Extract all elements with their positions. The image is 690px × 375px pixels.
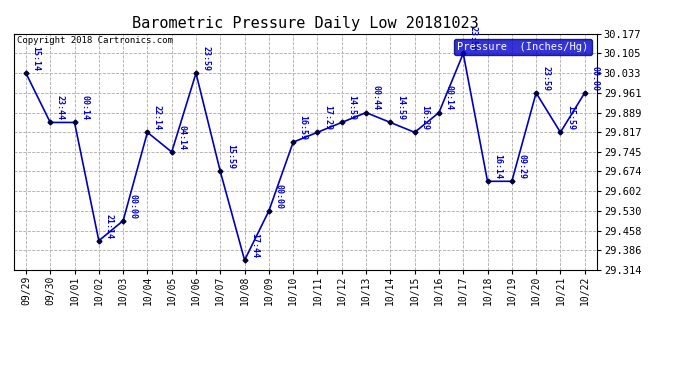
Text: 15:59: 15:59 bbox=[226, 144, 235, 169]
Text: 00:00: 00:00 bbox=[590, 66, 599, 91]
Text: 00:14: 00:14 bbox=[80, 95, 89, 120]
Text: 22:14: 22:14 bbox=[153, 105, 162, 130]
Text: 15:59: 15:59 bbox=[566, 105, 575, 130]
Text: 16:29: 16:29 bbox=[420, 105, 429, 130]
Text: 04:14: 04:14 bbox=[177, 125, 186, 150]
Text: 00:00: 00:00 bbox=[275, 184, 284, 209]
Text: 15:14: 15:14 bbox=[32, 46, 41, 71]
Legend: Pressure  (Inches/Hg): Pressure (Inches/Hg) bbox=[454, 39, 591, 55]
Text: 14:59: 14:59 bbox=[347, 95, 356, 120]
Text: 16:59: 16:59 bbox=[299, 115, 308, 140]
Text: 23:59: 23:59 bbox=[542, 66, 551, 91]
Text: 21:14: 21:14 bbox=[104, 213, 113, 238]
Text: 23:44: 23:44 bbox=[56, 95, 65, 120]
Text: 23:59: 23:59 bbox=[469, 26, 477, 51]
Text: 00:44: 00:44 bbox=[372, 86, 381, 110]
Text: 14:59: 14:59 bbox=[396, 95, 405, 120]
Text: 00:14: 00:14 bbox=[444, 86, 453, 110]
Text: 16:14: 16:14 bbox=[493, 154, 502, 179]
Text: Copyright 2018 Cartronics.com: Copyright 2018 Cartronics.com bbox=[17, 36, 172, 45]
Text: 17:44: 17:44 bbox=[250, 233, 259, 258]
Text: 17:29: 17:29 bbox=[323, 105, 332, 130]
Text: 00:00: 00:00 bbox=[128, 194, 138, 219]
Text: 09:29: 09:29 bbox=[518, 154, 526, 179]
Title: Barometric Pressure Daily Low 20181023: Barometric Pressure Daily Low 20181023 bbox=[132, 16, 479, 31]
Text: 23:59: 23:59 bbox=[201, 46, 210, 71]
